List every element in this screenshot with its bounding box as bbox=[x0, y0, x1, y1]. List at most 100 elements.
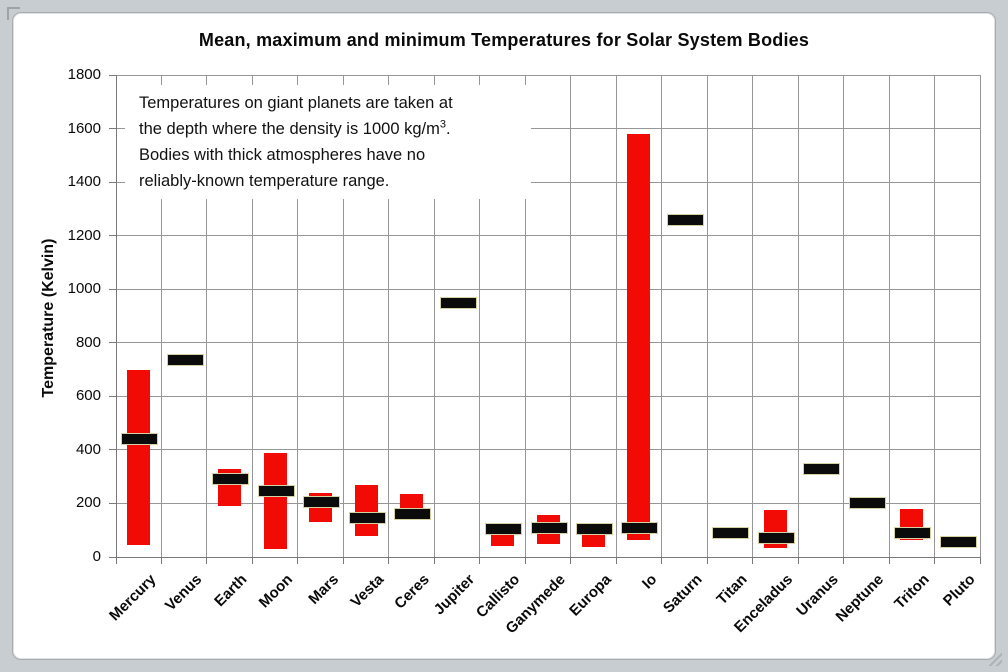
category-label-io: Io bbox=[638, 571, 660, 593]
category-label-jupiter: Jupiter bbox=[430, 571, 479, 619]
mean-marker-uranus[interactable] bbox=[803, 462, 841, 475]
x-axis-tick bbox=[342, 557, 344, 564]
mean-marker-earth[interactable] bbox=[212, 473, 250, 486]
mean-marker-enceladus[interactable] bbox=[757, 531, 795, 544]
v-gridline bbox=[342, 75, 344, 557]
mean-marker-saturn[interactable] bbox=[666, 213, 704, 226]
v-gridline bbox=[251, 75, 253, 557]
v-gridline bbox=[843, 75, 845, 557]
v-gridline bbox=[433, 75, 435, 557]
mean-marker-venus[interactable] bbox=[166, 354, 204, 367]
mean-marker-io[interactable] bbox=[621, 521, 659, 534]
mean-marker-moon[interactable] bbox=[257, 484, 295, 497]
category-label-earth: Earth bbox=[211, 571, 251, 611]
x-axis-tick bbox=[115, 557, 117, 564]
category-label-pluto: Pluto bbox=[939, 571, 979, 610]
mean-marker-ceres[interactable] bbox=[394, 508, 432, 521]
mean-marker-titan[interactable] bbox=[712, 526, 750, 539]
v-gridline bbox=[934, 75, 936, 557]
v-gridline bbox=[706, 75, 708, 557]
v-gridline bbox=[797, 75, 799, 557]
y-tick-label: 400 bbox=[75, 440, 101, 458]
mean-marker-mercury[interactable] bbox=[121, 433, 159, 446]
annotation-line-3: Bodies with thick atmospheres have no bbox=[139, 146, 426, 164]
h-gridline bbox=[116, 342, 980, 344]
x-axis-tick bbox=[615, 557, 617, 564]
chart-annotation-textbox[interactable]: Temperatures on giant planets are taken … bbox=[125, 85, 531, 199]
mean-marker-vesta[interactable] bbox=[348, 511, 386, 524]
x-axis-line bbox=[115, 556, 981, 558]
x-axis-tick bbox=[206, 557, 208, 564]
y-axis-tick bbox=[109, 556, 116, 558]
range-bar-moon[interactable] bbox=[263, 452, 287, 549]
x-axis-tick bbox=[297, 557, 299, 564]
superscript-3: 3 bbox=[439, 118, 446, 131]
x-axis-tick bbox=[524, 557, 526, 564]
v-gridline bbox=[388, 75, 390, 557]
v-gridline bbox=[160, 75, 162, 557]
y-tick-label: 0 bbox=[92, 548, 101, 565]
y-axis-tick bbox=[109, 288, 116, 290]
v-gridline bbox=[206, 75, 208, 557]
y-tick-label: 1400 bbox=[67, 173, 101, 191]
v-gridline bbox=[297, 75, 299, 557]
category-label-europa: Europa bbox=[565, 571, 615, 620]
range-bar-vesta[interactable] bbox=[354, 484, 378, 536]
x-axis-tick bbox=[570, 557, 572, 564]
x-axis-tick bbox=[979, 557, 981, 564]
x-axis-tick bbox=[160, 557, 162, 564]
y-axis-tick bbox=[109, 502, 116, 504]
v-gridline bbox=[524, 75, 526, 557]
category-label-titan: Titan bbox=[713, 571, 751, 609]
y-tick-label: 200 bbox=[75, 494, 101, 512]
mean-marker-europa[interactable] bbox=[575, 522, 613, 535]
x-axis-tick bbox=[843, 557, 845, 564]
mean-marker-triton[interactable] bbox=[894, 526, 932, 539]
mean-marker-pluto[interactable] bbox=[939, 535, 977, 548]
mean-marker-ganymede[interactable] bbox=[530, 521, 568, 534]
category-label-ceres: Ceres bbox=[391, 571, 433, 613]
mean-marker-jupiter[interactable] bbox=[439, 296, 477, 309]
x-axis-tick bbox=[433, 557, 435, 564]
y-tick-label: 1600 bbox=[67, 119, 101, 137]
h-gridline bbox=[116, 502, 980, 504]
category-label-vesta: Vesta bbox=[347, 571, 388, 611]
annotation-line-2: the depth where the density is 1000 kg/m… bbox=[139, 118, 451, 138]
mean-marker-mars[interactable] bbox=[303, 496, 341, 509]
y-axis-tick bbox=[109, 395, 116, 397]
v-gridline bbox=[752, 75, 754, 557]
selection-handle-top-left[interactable] bbox=[7, 7, 20, 20]
x-axis-tick bbox=[706, 557, 708, 564]
x-axis-tick bbox=[797, 557, 799, 564]
h-gridline bbox=[116, 395, 980, 397]
range-bar-io[interactable] bbox=[627, 133, 651, 540]
chart-canvas[interactable]: Mean, maximum and minimum Temperatures f… bbox=[12, 12, 996, 660]
mean-marker-callisto[interactable] bbox=[485, 522, 523, 535]
x-axis-tick bbox=[661, 557, 663, 564]
v-gridline bbox=[888, 75, 890, 557]
h-gridline bbox=[116, 181, 980, 183]
h-gridline bbox=[116, 288, 980, 290]
h-gridline bbox=[116, 74, 980, 76]
chart-title[interactable]: Mean, maximum and minimum Temperatures f… bbox=[198, 30, 810, 50]
y-tick-label: 1000 bbox=[67, 280, 101, 298]
y-axis-tick bbox=[109, 235, 116, 237]
y-tick-label: 1800 bbox=[67, 66, 101, 83]
x-axis-tick bbox=[479, 557, 481, 564]
y-axis-tick bbox=[109, 128, 116, 130]
annotation-line-1: Temperatures on giant planets are taken … bbox=[139, 94, 453, 112]
y-axis-tick bbox=[109, 449, 116, 451]
y-tick-label: 800 bbox=[75, 333, 101, 351]
category-label-neptune: Neptune bbox=[832, 571, 888, 626]
x-axis-tick bbox=[388, 557, 390, 564]
v-gridline bbox=[479, 75, 481, 557]
x-axis-tick bbox=[752, 557, 754, 564]
h-gridline bbox=[116, 235, 980, 237]
v-gridline bbox=[615, 75, 617, 557]
mean-marker-neptune[interactable] bbox=[848, 497, 886, 510]
range-bar-mercury[interactable] bbox=[127, 369, 151, 545]
annotation-line-4: reliably-known temperature range. bbox=[139, 172, 390, 190]
category-label-moon: Moon bbox=[255, 571, 297, 612]
y-axis-tick bbox=[109, 74, 116, 76]
